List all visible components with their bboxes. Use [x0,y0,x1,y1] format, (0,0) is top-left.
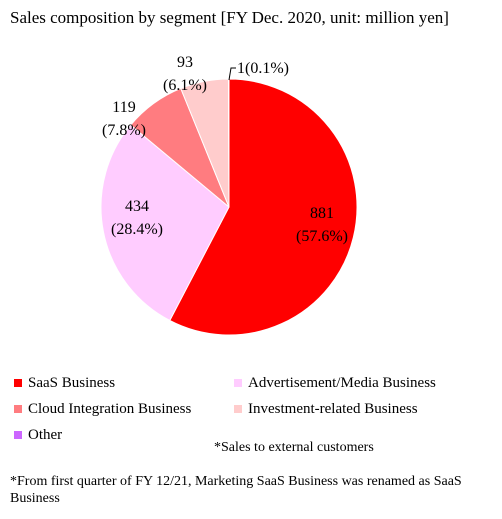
pie-slice-advertisement [100,124,230,322]
legend-label-saas: SaaS Business [28,375,116,391]
renamed-note: *From first quarter of FY 12/21, Marketi… [10,474,462,506]
slice-value-label-other: 1(0.1%) [237,60,289,77]
legend-item-cloud: Cloud Integration Business [14,400,191,418]
legend-swatch-saas [14,379,22,387]
legend-swatch-advertisement [234,379,242,387]
legend-label-advertisement: Advertisement/Media Business [248,375,436,391]
slice-percent-label-cloud: (7.8%) [102,122,146,139]
legend-swatch-other [14,431,22,439]
legend-item-investment: Investment-related Business [234,400,418,418]
slice-value-label-advertisement: 434 [125,198,149,215]
chart-title: Sales composition by segment [FY Dec. 20… [10,8,449,27]
legend-item-saas: SaaS Business [14,374,115,392]
legend-label-cloud: Cloud Integration Business [28,401,192,417]
leader-line-other [228,67,236,81]
slice-value-label-saas: 881 [310,205,334,222]
legend-swatch-cloud [14,405,22,413]
legend-item-other: Other [14,426,62,444]
slice-percent-label-saas: (57.6%) [296,228,348,245]
slice-value-label-investment: 93 [177,54,193,71]
legend-item-advertisement: Advertisement/Media Business [234,374,436,392]
pie-slice-other [227,78,230,208]
slice-percent-label-investment: (6.1%) [163,77,207,94]
legend-swatch-investment [234,405,242,413]
slice-value-label-cloud: 119 [112,99,135,116]
legend-label-other: Other [28,427,63,443]
slice-percent-label-advertisement: (28.4%) [111,221,163,238]
pie-chart: 881 (57.6%) 434 (28.4%) 119 (7.8%) 93 (6.1%) 1(0… [100,54,358,336]
pie-slice-saas [169,78,358,336]
legend-label-investment: Investment-related Business [248,401,418,417]
external-sales-note: *Sales to external customers [214,440,374,455]
